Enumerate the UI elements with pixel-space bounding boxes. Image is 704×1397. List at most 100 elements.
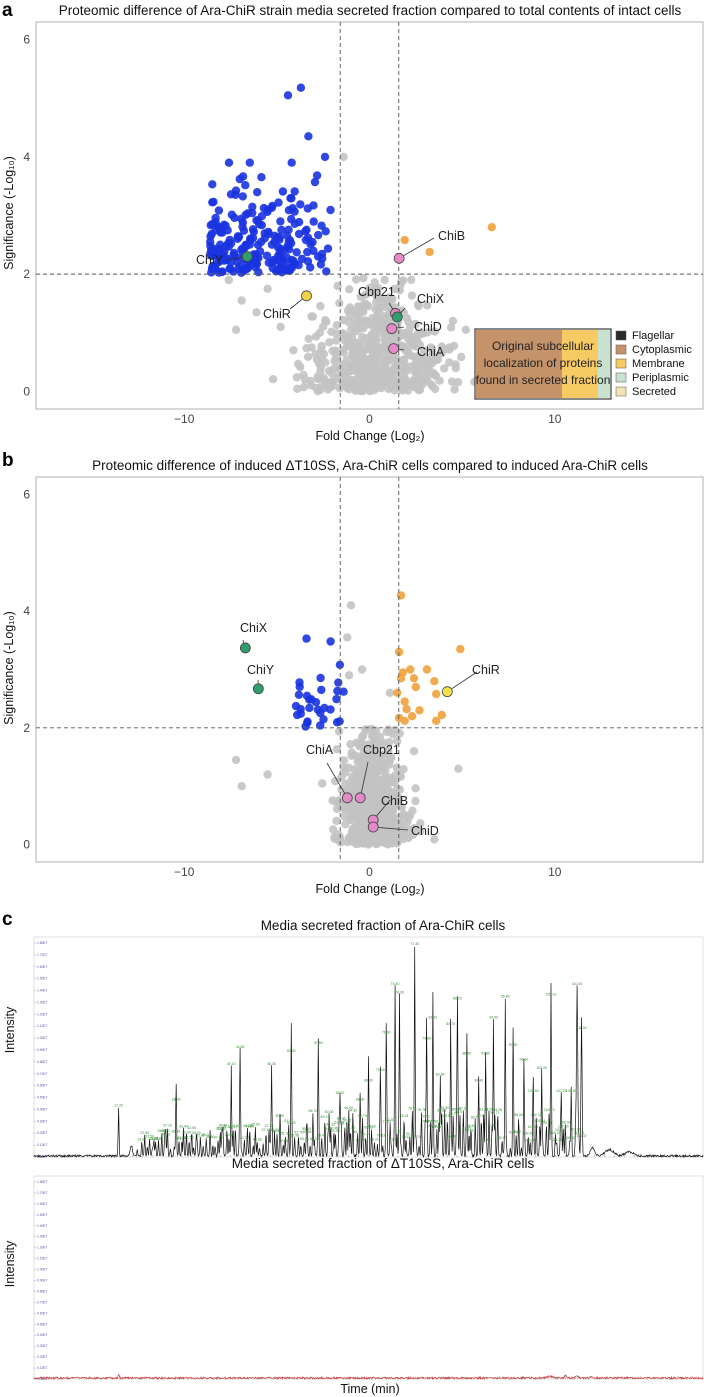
chart-b-ylabel: Significance (-Log₁₀) [2,611,16,725]
peak-label: 25.32 [154,1137,163,1141]
point-ns [352,309,361,318]
point-ns [348,351,357,360]
point-up [487,223,496,232]
point-up [393,688,402,697]
peak-label: 51.77 [284,1119,293,1123]
point-down [293,710,302,720]
legend-item-cytoplasmic: Cytoplasmic [632,344,692,356]
point-ns [422,364,431,373]
peak-label: 84.83 [447,1134,456,1138]
peak-label: 40.10 [227,1062,236,1066]
y-tick-label: 0.20E7 [37,1131,48,1135]
peak-label: 32.05 [187,1126,196,1130]
point-ns [338,330,347,339]
point-down [238,192,247,201]
peak-label: 65.78 [353,1130,362,1134]
point-ns [368,313,377,323]
point-down [208,198,217,207]
highlight-label: ChiB [438,229,465,243]
highlight-point [393,252,405,264]
point-ns [375,368,384,377]
chart-a-title: Proteomic difference of Ara-ChiR strain … [59,3,682,18]
chrom-frame [33,1175,704,1380]
label-leader [447,671,478,693]
point-ns [328,369,337,378]
legend-item-secreted: Secreted [632,386,676,398]
peak-label: 49.41 [273,1129,282,1133]
peak-label: 107.60 [558,1124,569,1128]
y-tick-label: 1.30E7 [37,1235,48,1239]
label-leader [373,826,409,831]
point-ns [368,732,377,741]
point-ns [397,384,406,393]
point-ns [339,763,349,773]
point-ns [368,741,377,751]
point-ns [386,801,395,811]
peak-label: 81.89 [432,1125,441,1129]
highlight-point [441,686,453,698]
peak-label: 68.00 [364,1079,373,1083]
point-down [332,718,342,727]
point-ns [369,837,378,847]
peak-label: 76.91 [408,1106,417,1110]
point-ns [410,383,420,392]
point-ns [404,330,413,339]
point-ns [411,784,420,793]
peak-label: 68.02 [364,1126,373,1130]
point-ns [404,833,413,842]
y-tick-label: 0.50E7 [37,1322,48,1326]
y-tick-label: 1.70E7 [37,953,48,957]
point-ns [426,356,435,366]
chromatogram-trace-bottom [33,1373,704,1381]
peak-label: 66.79 [358,1114,367,1118]
point-down [303,204,312,213]
point-ns [461,325,470,334]
chromatogram-trace-top [33,946,704,1159]
point-ns [268,375,278,384]
peak-label: 40.94 [231,1124,240,1128]
point-ns [362,301,372,310]
y-tick-label: 0.30E7 [37,1344,48,1348]
peak-label: 54.96 [300,1137,309,1141]
point-down [224,158,234,167]
legend-swatch-cytoplasmic [615,344,627,355]
peak-label: 68.62 [367,1125,376,1129]
legend-a: Original subcellular localization of pro… [474,328,692,400]
peak-label: 48.30 [267,1062,276,1066]
point-ns [276,322,285,332]
point-ns [331,777,340,786]
y-tick-label: 1.80E7 [37,1180,48,1184]
peak-label: 38.40 [219,1124,228,1128]
peak-label: 78.78 [417,1108,426,1112]
peak-label: 95.80 [501,995,510,999]
peak-label: 86.10 [453,997,462,1001]
y-tick-label: 1.10E7 [37,1257,48,1261]
peak-label: 72.40 [386,1118,395,1122]
point-ns [371,325,380,335]
highlight-label: ChiX [417,292,445,306]
point-ns [344,317,353,327]
legend-text-line3: found in secreted fraction [476,373,611,387]
point-ns [372,749,382,758]
point-ns [231,325,241,334]
point-ns [423,377,432,386]
peak-label: 79.53 [421,1115,430,1119]
point-ns [430,835,439,844]
y-tick-label: 4 [23,604,30,618]
peak-label: 107.00 [555,1128,566,1132]
point-ns [356,358,366,367]
peak-label: 95.17 [498,1136,507,1140]
peak-label: 106.00 [550,1131,561,1135]
point-down [207,264,217,273]
point-down [274,198,283,207]
highlight-label: ChiA [417,345,445,359]
volcano-plot-b: 0 2 4 6 −10 0 10 ChiX ChiY ChiR ChiA Cbp21 ChiB ChiD [23,476,704,879]
point-down [297,254,307,264]
peak-label: 33.82 [196,1133,205,1137]
peak-label: 45.38 [253,1137,262,1141]
point-down [326,705,335,714]
peak-label: 87.29 [459,1107,468,1111]
peak-label: 91.80 [481,1051,490,1055]
point-ns [302,344,311,353]
